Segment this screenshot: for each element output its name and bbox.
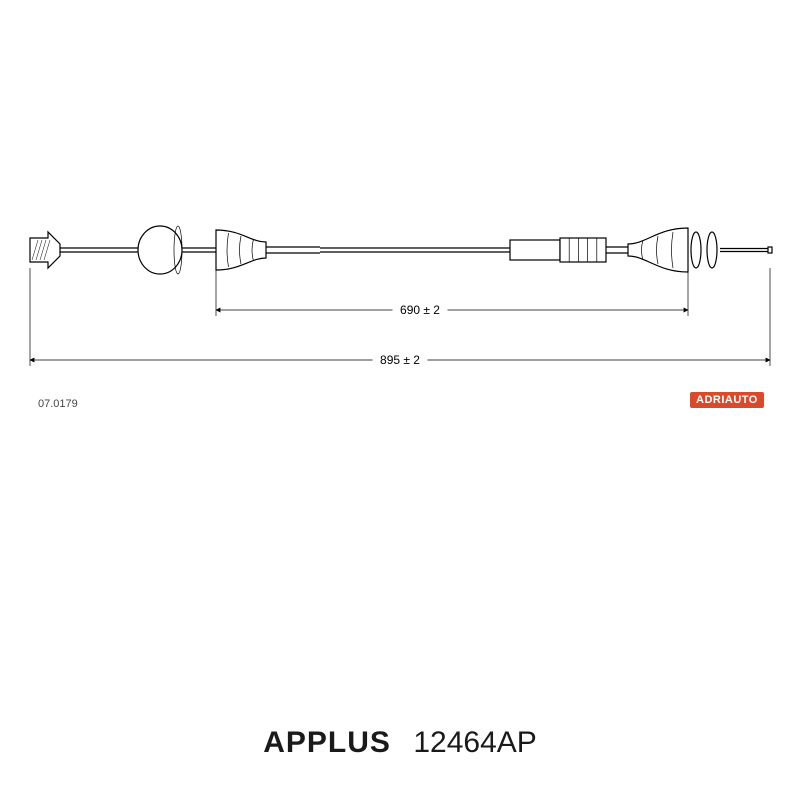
product-footer: APPLUS 12464AP: [0, 726, 800, 760]
footer-brand: APPLUS: [263, 726, 391, 760]
reference-number: 07.0179: [38, 398, 78, 410]
dim-overall-label: 895 ± 2: [380, 353, 420, 367]
manufacturer-badge: ADRIAUTO: [690, 392, 764, 408]
footer-part-number: 12464AP: [413, 726, 536, 760]
diagram-canvas: 690 ± 2 895 ± 2 07.0179 ADRIAUTO APPLUS 1…: [0, 0, 800, 800]
technical-drawing: 690 ± 2 895 ± 2: [20, 160, 780, 400]
drawing-svg: 690 ± 2 895 ± 2: [20, 160, 780, 400]
dim-inner-label: 690 ± 2: [400, 303, 440, 317]
